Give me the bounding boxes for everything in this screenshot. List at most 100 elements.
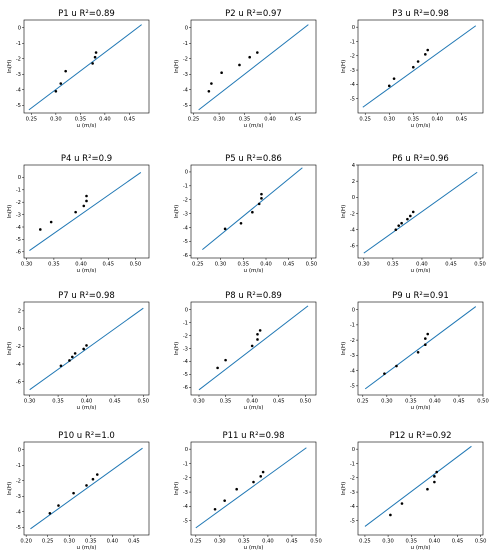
p5-ytick-label-6: -1 — [183, 184, 188, 190]
p7-point-3 — [70, 355, 74, 359]
p4-xtick-label-4: 0.45 — [102, 262, 114, 268]
p11-point-1 — [213, 507, 217, 511]
p7-xtick-label-1: 0.30 — [24, 399, 36, 405]
p4-point-6 — [85, 194, 88, 198]
p9-axes-frame — [357, 301, 484, 396]
p12-xlabel: u (m/s) — [411, 545, 431, 550]
p9-point-4 — [424, 343, 427, 346]
p2-point-6 — [256, 51, 259, 54]
p7-point-6 — [85, 344, 88, 347]
p9-ytick-label-4: -2 — [350, 338, 355, 344]
p8-point-2 — [224, 358, 227, 362]
p1-ytick-label-3: -3 — [16, 72, 21, 78]
p8-point-1 — [216, 366, 219, 370]
p7-xtick-label-5: 0.50 — [138, 399, 150, 405]
p6-ylabel: ln(H) — [341, 205, 347, 219]
p10-ytick-label-3: -3 — [16, 494, 21, 500]
p10-point-3 — [72, 491, 75, 495]
p6-point-1 — [394, 228, 398, 231]
p6-subplot: P6 u R²=0.96 0.30 0.35 0.40 0.45 0.50 -6 -4 -2 0 2… — [341, 154, 486, 274]
p7-ytick-label-1: -6 — [16, 380, 21, 386]
p7-point-1 — [59, 364, 63, 368]
p11-fit-line — [195, 447, 307, 529]
p4-ytick-label-3: -4 — [16, 225, 22, 231]
p1-ytick-label-2: -4 — [16, 88, 22, 94]
p11-ytick-label-1: -5 — [183, 518, 188, 524]
p7-fit-line — [29, 307, 144, 391]
p10-ylabel: ln(H) — [7, 482, 13, 496]
p5-ytick-label-3: -4 — [183, 225, 189, 231]
p6-xtick-label-4: 0.45 — [445, 262, 457, 268]
p11-xlabel: u (m/s) — [244, 545, 264, 550]
p2-subplot: P2 u R²=0.97 0.25 0.30 0.35 0.40 0.45 -5 -4 -3 -2… — [174, 9, 317, 129]
p5-title: P5 u R²=0.86 — [225, 154, 282, 164]
p2-fit-line — [198, 24, 309, 111]
p1-ytick-label-6: 0 — [18, 26, 21, 32]
p10-xtick-label-5: 0.40 — [107, 539, 119, 545]
p1-point-5 — [93, 55, 97, 59]
p7-ytick-label-3: -2 — [16, 344, 21, 350]
p4-point-5 — [85, 199, 88, 203]
p9-xtick-label-1: 0.25 — [357, 399, 369, 405]
p7-ytick-label-2: -4 — [16, 362, 22, 368]
p12-xtick-label-4: 0.40 — [429, 539, 441, 545]
p12-xtick-label-5: 0.45 — [452, 539, 464, 545]
p2-point-1 — [207, 90, 211, 93]
p3-ylabel: ln(H) — [341, 60, 347, 74]
p6-xlabel: u (m/s) — [411, 268, 431, 274]
p3-ytick-label-6: 0 — [352, 25, 355, 31]
p10-axes-frame — [23, 441, 150, 536]
p10-point-5 — [91, 477, 95, 481]
p1-axes-frame — [23, 19, 150, 114]
p6-ytick-label-2: -4 — [350, 227, 356, 233]
p9-point-3 — [416, 351, 420, 354]
p5-axes-frame — [190, 164, 317, 259]
p4-axes-frame — [23, 164, 150, 259]
p2-xtick-label-3: 0.35 — [239, 117, 251, 123]
p11-point-2 — [223, 499, 226, 502]
p5-point-5 — [260, 197, 263, 200]
p4-ytick-label-6: -1 — [16, 188, 21, 194]
p9-point-5 — [424, 337, 427, 340]
p10-xtick-label-1: 0.20 — [20, 539, 32, 545]
p1-point-4 — [91, 62, 94, 65]
p12-ytick-label-1: -5 — [350, 518, 355, 524]
p11-ytick-label-5: -1 — [183, 461, 188, 467]
p7-ytick-label-5: 2 — [18, 309, 21, 315]
p3-xtick-label-1: 0.25 — [359, 117, 371, 123]
p12-xtick-label-1: 0.25 — [359, 539, 371, 545]
p12-point-4 — [433, 480, 436, 484]
p12-ytick-label-3: -3 — [350, 490, 355, 496]
p3-ytick-label-3: -3 — [350, 68, 355, 74]
p6-point-6 — [411, 210, 415, 214]
p12-point-1 — [389, 513, 392, 517]
p8-point-5 — [256, 332, 259, 336]
p12-xtick-label-3: 0.35 — [405, 539, 417, 545]
p5-point-6 — [260, 192, 263, 196]
p12-point-3 — [426, 487, 429, 491]
p1-point-2 — [59, 82, 63, 85]
p4-ylabel: ln(H) — [7, 205, 13, 219]
p11-ytick-label-2: -4 — [183, 504, 189, 510]
p6-ytick-label-3: -2 — [350, 211, 355, 217]
p6-xtick-label-3: 0.40 — [416, 262, 428, 268]
p5-xtick-label-4: 0.40 — [260, 262, 272, 268]
p3-subplot: P3 u R²=0.98 0.25 0.30 0.35 0.40 0.45 -5 -4 -3 -2… — [341, 9, 484, 129]
p3-xlabel: u (m/s) — [411, 123, 431, 129]
p2-ytick-label-1: -5 — [183, 103, 188, 109]
p6-xtick-label-2: 0.35 — [387, 262, 399, 268]
p10-xtick-label-3: 0.30 — [63, 539, 75, 545]
p9-point-6 — [426, 332, 430, 336]
p3-ytick-label-4: -2 — [350, 54, 355, 60]
p3-point-2 — [392, 77, 396, 80]
p8-ytick-label-6: -1 — [183, 320, 188, 326]
p12-ytick-label-2: -4 — [350, 504, 356, 510]
p6-xtick-label-5: 0.50 — [474, 262, 486, 268]
p6-point-2 — [397, 224, 400, 227]
p4-xtick-label-1: 0.30 — [21, 262, 33, 268]
p2-xtick-label-5: 0.45 — [290, 117, 302, 123]
p6-axes-frame — [357, 164, 484, 259]
p2-point-3 — [220, 71, 223, 74]
p12-ytick-label-6: 0 — [352, 447, 355, 453]
p5-xtick-label-2: 0.30 — [215, 262, 227, 268]
